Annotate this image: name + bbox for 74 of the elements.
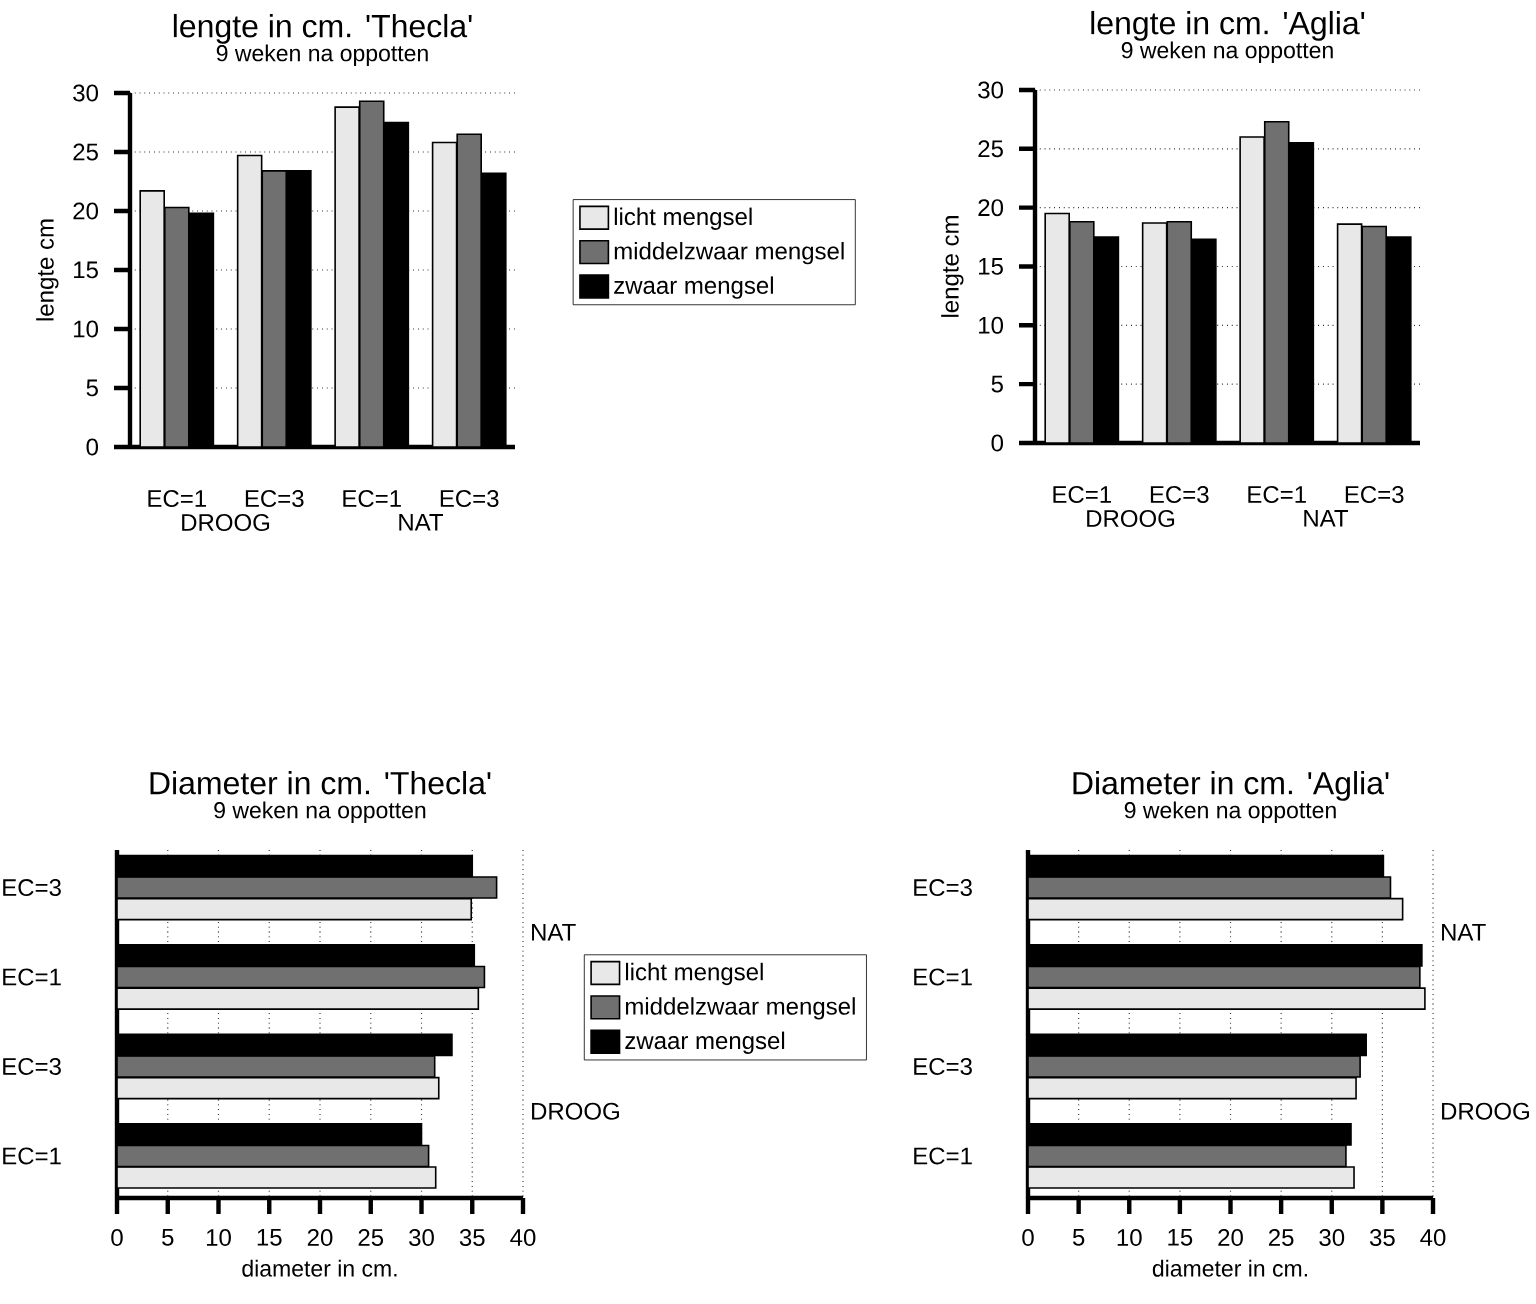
- text: NAT: [532, 924, 576, 941]
- legend-label: zwaar mengsel: [625, 1031, 785, 1054]
- text: NAT: [399, 514, 444, 531]
- y-tick-label: 0: [86, 438, 99, 456]
- text: NAT: [1304, 510, 1349, 527]
- x-tick-label: 15: [257, 1229, 282, 1246]
- y-tick-label: 0: [991, 434, 1004, 452]
- y-tick-label: EC=1: [914, 968, 972, 986]
- text: DROOG: [182, 514, 270, 532]
- y-tick-label: 25: [978, 140, 1003, 158]
- x-axis-title: diameter in cm.: [1152, 1259, 1307, 1277]
- chart-title: Diameter in cm. 'Aglia': [1073, 770, 1389, 801]
- x-tick-label: 25: [1268, 1229, 1294, 1247]
- chart-subtitle: 9 weken na oppotten: [216, 44, 428, 66]
- x-tick-label: EC=1: [148, 490, 206, 508]
- y-tick-label: EC=1: [914, 1147, 972, 1165]
- x-tick-label: 40: [1420, 1229, 1446, 1247]
- chart-subtitle: 9 weken na oppotten: [1121, 41, 1333, 63]
- y-tick-label: EC=3: [914, 879, 972, 897]
- y-tick-label: 20: [978, 199, 1004, 217]
- y-tick-label: 30: [978, 81, 1004, 99]
- y-tick-label: 5: [86, 379, 98, 397]
- y-tick-label: EC=3: [914, 1058, 972, 1075]
- text: DROOG: [1442, 1102, 1529, 1120]
- x-tick-label: EC=3: [1150, 486, 1209, 504]
- x-tick-label: EC=3: [245, 490, 304, 508]
- x-tick-label: EC=1: [1053, 486, 1111, 504]
- x-tick-label: 20: [1218, 1229, 1243, 1247]
- legend-label: licht mengsel: [625, 962, 763, 986]
- x-tick-label: 35: [459, 1229, 485, 1247]
- text: DROOG: [1087, 510, 1175, 528]
- y-tick-label: 10: [74, 320, 99, 338]
- y-axis-title: lengte cm: [941, 216, 964, 317]
- y-tick-label: EC=3: [3, 879, 61, 897]
- x-tick-label: EC=1: [1248, 486, 1306, 504]
- y-tick-label: 10: [979, 316, 1004, 334]
- y-tick-label: 5: [991, 375, 1003, 393]
- y-tick-label: 15: [74, 261, 98, 279]
- x-tick-label: 0: [1022, 1229, 1034, 1247]
- legend-label: zwaar mengsel: [614, 276, 773, 299]
- x-tick-label: 0: [111, 1229, 123, 1247]
- x-tick-label: 25: [358, 1229, 384, 1247]
- x-tick-label: 35: [1369, 1229, 1395, 1247]
- x-tick-label: 5: [162, 1229, 174, 1246]
- legend-label: licht mengsel: [614, 207, 752, 230]
- y-tick-label: 25: [73, 143, 98, 161]
- text: DROOG: [532, 1102, 619, 1120]
- x-tick-label: EC=3: [1345, 486, 1404, 504]
- x-tick-label: 30: [409, 1229, 434, 1247]
- y-tick-label: 30: [73, 84, 99, 102]
- x-tick-label: 20: [307, 1229, 333, 1247]
- x-tick-label: 30: [1319, 1229, 1345, 1247]
- y-tick-label: EC=3: [3, 1058, 61, 1075]
- y-tick-label: 15: [979, 258, 1003, 275]
- chart-subtitle: 9 weken na oppotten: [1124, 801, 1336, 823]
- chart-title: Diameter in cm. 'Thecla': [150, 770, 491, 795]
- chart-subtitle: 9 weken na oppotten: [214, 801, 426, 823]
- x-tick-label: 10: [206, 1229, 231, 1247]
- legend-label: middelzwaar mengsel: [614, 241, 844, 265]
- chart-title: lengte in cm. 'Aglia': [1091, 10, 1365, 41]
- x-tick-label: EC=1: [343, 490, 401, 508]
- x-tick-label: 10: [1117, 1229, 1142, 1247]
- y-tick-label: EC=1: [3, 968, 61, 986]
- y-tick-label: EC=1: [3, 1147, 61, 1165]
- x-tick-label: 5: [1072, 1229, 1085, 1246]
- x-tick-label: 40: [510, 1229, 536, 1247]
- y-tick-label: 20: [73, 202, 99, 220]
- x-axis-title: diameter in cm.: [242, 1259, 397, 1277]
- legend-label: middelzwaar mengsel: [625, 997, 855, 1020]
- x-tick-label: EC=3: [440, 490, 499, 508]
- y-axis-title: lengte cm: [36, 219, 59, 321]
- chart-title: lengte in cm. 'Thecla': [173, 13, 472, 44]
- x-tick-label: 15: [1168, 1229, 1193, 1246]
- text: NAT: [1442, 924, 1486, 941]
